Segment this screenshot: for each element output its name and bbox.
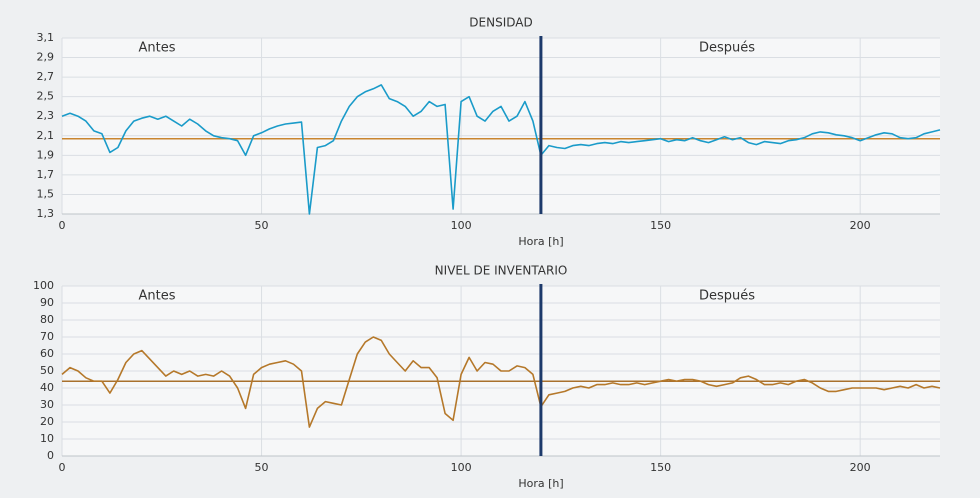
x-tick-label: 200 <box>850 219 871 232</box>
annotation: Antes <box>138 289 175 304</box>
x-tick-label: 150 <box>650 219 671 232</box>
data-line <box>61 336 941 428</box>
y-tick-label: 2,3 <box>37 109 55 122</box>
y-tick-label: 70 <box>40 330 54 343</box>
y-tick-label: 2,5 <box>37 90 55 103</box>
annotation: Después <box>699 41 755 56</box>
y-tick-label: 2,7 <box>37 70 55 83</box>
y-tick-label: 90 <box>40 296 54 309</box>
y-tick-label: 1,7 <box>37 168 55 181</box>
data-line <box>61 84 941 215</box>
chart-title: NIVEL DE INVENTARIO <box>435 264 568 278</box>
x-tick-label: 100 <box>451 461 472 474</box>
y-tick-label: 80 <box>40 313 54 326</box>
y-tick-label: 1,5 <box>37 187 55 200</box>
x-tick-label: 50 <box>255 219 269 232</box>
y-tick-label: 1,3 <box>37 207 55 220</box>
x-axis-label: Hora [h] <box>518 235 563 248</box>
plot-area <box>62 38 940 214</box>
y-tick-label: 2,1 <box>37 129 55 142</box>
y-tick-label: 1,9 <box>37 148 55 161</box>
x-axis-label: Hora [h] <box>518 477 563 490</box>
y-tick-label: 0 <box>47 449 54 462</box>
chart-title: DENSIDAD <box>469 16 532 30</box>
x-tick-label: 50 <box>255 461 269 474</box>
x-tick-label: 0 <box>59 461 66 474</box>
y-tick-label: 3,1 <box>37 31 55 44</box>
annotation: Antes <box>138 41 175 56</box>
x-tick-label: 0 <box>59 219 66 232</box>
x-tick-label: 150 <box>650 461 671 474</box>
annotation: Después <box>699 289 755 304</box>
y-tick-label: 20 <box>40 415 54 428</box>
y-tick-label: 50 <box>40 364 54 377</box>
y-tick-label: 40 <box>40 381 54 394</box>
y-tick-label: 2,9 <box>37 51 55 64</box>
y-tick-label: 100 <box>33 279 54 292</box>
y-tick-label: 10 <box>40 432 54 445</box>
y-tick-label: 60 <box>40 347 54 360</box>
x-tick-label: 200 <box>850 461 871 474</box>
x-tick-label: 100 <box>451 219 472 232</box>
y-tick-label: 30 <box>40 398 54 411</box>
